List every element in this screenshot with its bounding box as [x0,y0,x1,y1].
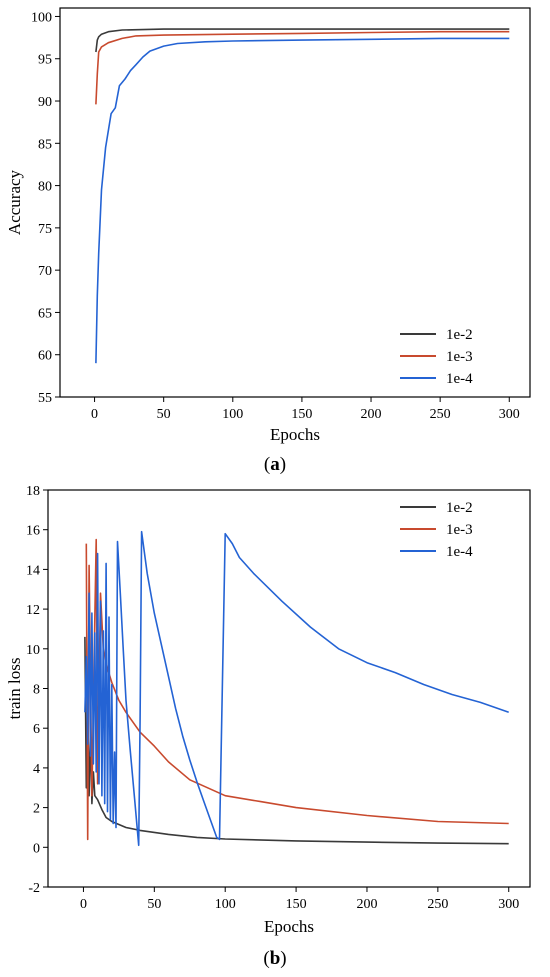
y-tick-label: 85 [38,137,52,152]
series-line-1e-4 [95,37,510,364]
y-tick-label: 18 [26,484,40,499]
series-line-1e-4 [84,530,509,847]
y-tick-label: 80 [38,180,52,195]
series-line-1e-3 [95,30,510,105]
plot-frame [59,7,531,398]
x-tick-label: 300 [498,897,519,912]
y-tick-label: 65 [38,306,52,321]
panel-label: b [270,948,281,969]
legend-label: 1e-4 [446,544,473,560]
x-tick-label: 200 [361,407,382,422]
y-tick-label: 100 [31,10,52,25]
legend-label: 1e-3 [446,522,473,538]
y-tick-label: 12 [26,603,40,618]
y-tick-label: 6 [33,722,40,737]
legend-label: 1e-2 [446,500,473,516]
x-tick-label: 150 [286,897,307,912]
x-tick-label: 50 [147,897,161,912]
x-tick-label: 0 [80,897,87,912]
legend-label: 1e-3 [446,349,473,365]
x-tick-label: 100 [215,897,236,912]
y-tick-label: 70 [38,264,52,279]
y-tick-label: 90 [38,95,52,110]
y-axis-title: Accuracy [5,169,24,235]
legend-label: 1e-4 [446,371,473,387]
x-axis-title: Epochs [264,917,314,936]
panel-label: a [270,454,280,475]
legend-label: 1e-2 [446,327,473,343]
y-tick-label: 14 [26,563,40,578]
y-axis-title: train loss [5,658,24,720]
y-tick-label: 95 [38,53,52,68]
series-line-1e-2 [95,28,510,53]
x-tick-label: 250 [427,897,448,912]
chart-panel-a: 0 50 100 150 200 250 300 55 60 65 70 75 80 85 90 95 100 E… [5,7,531,475]
chart-panel-b: 0 50 100 150 200 250 300 -2 0 2 4 6 8 10 12 14 16 18 Epoch… [5,484,531,969]
x-tick-label: 200 [356,897,377,912]
y-tick-label: 16 [26,524,40,539]
y-tick-label: 4 [33,762,40,777]
x-tick-label: 50 [157,407,171,422]
x-tick-label: 150 [291,407,312,422]
x-tick-label: 100 [222,407,243,422]
y-tick-label: 0 [33,841,40,856]
x-tick-label: 250 [430,407,451,422]
y-tick-label: 55 [38,391,52,406]
panel-caption: (a) [264,454,286,475]
y-tick-label: 2 [33,802,40,817]
series-line-1e-2 [84,636,509,845]
y-tick-label: 10 [26,643,40,658]
y-tick-label: -2 [28,881,40,896]
y-tick-label: 8 [33,683,40,698]
x-tick-label: 0 [91,407,98,422]
y-tick-label: 60 [38,349,52,364]
x-tick-label: 300 [499,407,520,422]
panel-caption: (b) [263,948,286,969]
y-tick-label: 75 [38,222,52,237]
x-axis-title: Epochs [270,425,320,444]
